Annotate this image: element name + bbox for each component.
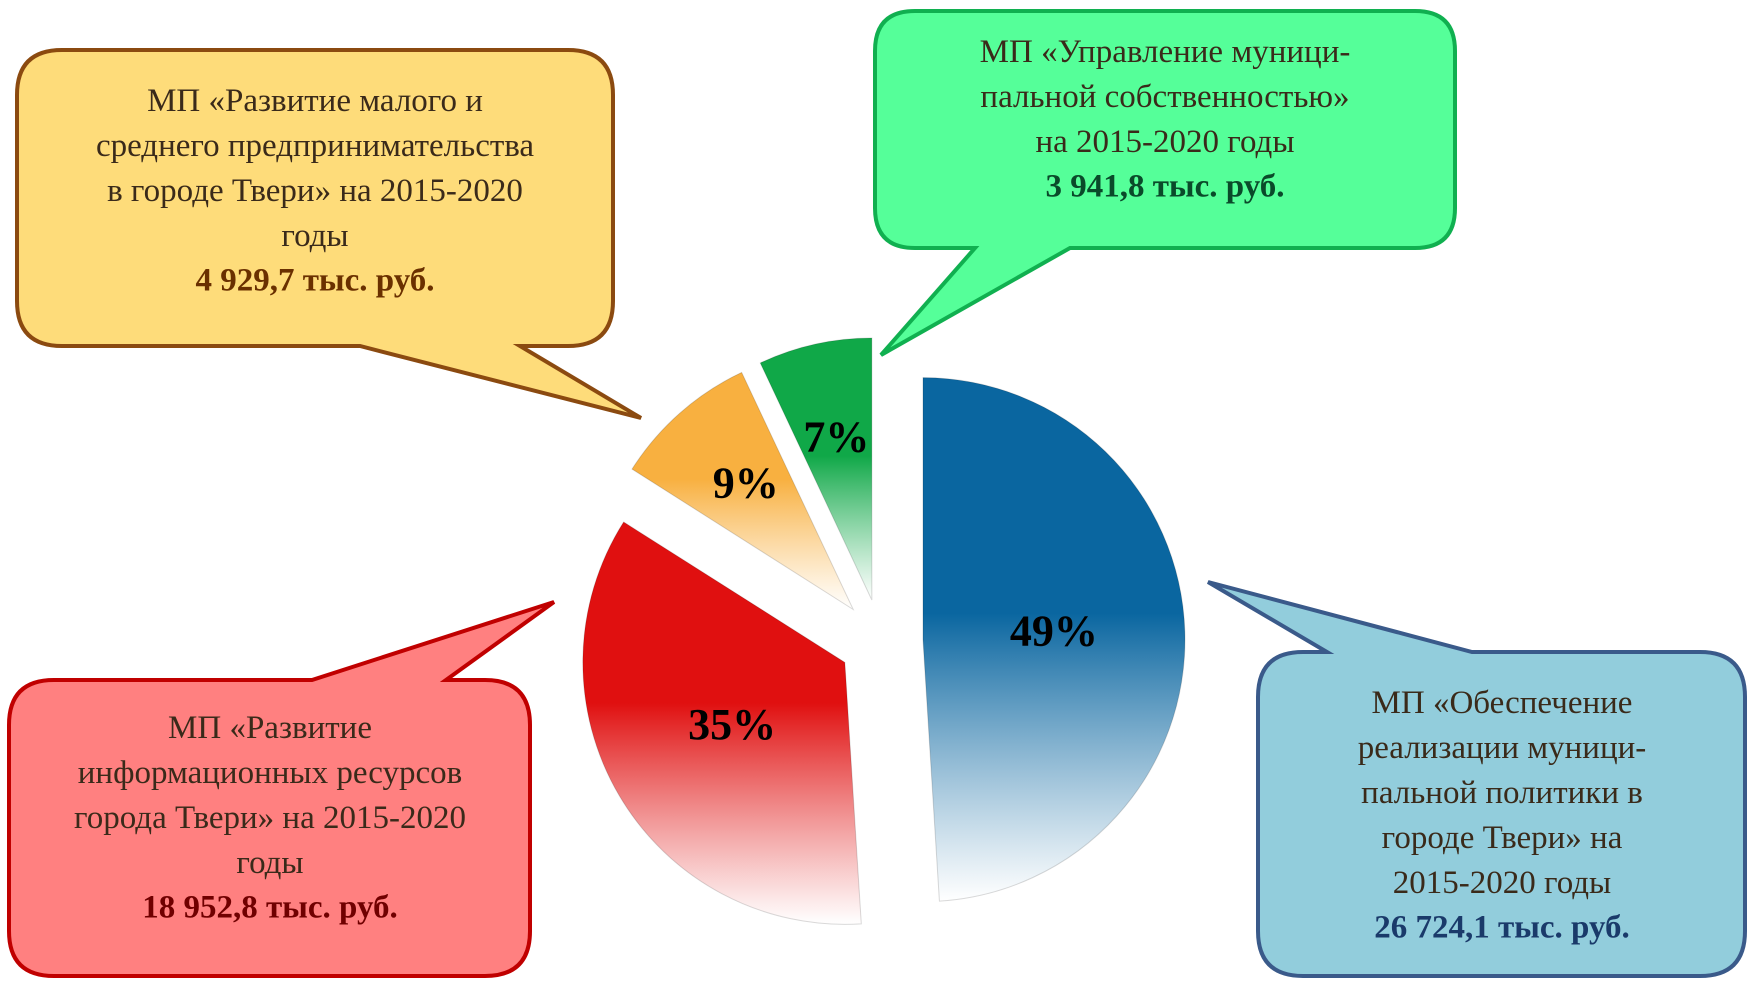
callout-label: МП «Развитие информационных ресурсов город…: [74, 710, 466, 881]
value-label: 9%: [713, 459, 779, 508]
callout-amount: 26 724,1 тыс. руб.: [1374, 910, 1630, 946]
callout-label: МП «Развитие малого и среднего предприним…: [96, 83, 534, 254]
value-label: 49%: [1010, 607, 1098, 656]
callout-amount: 4 929,7 тыс. руб.: [195, 263, 434, 299]
callout-green: [873, 9, 1457, 357]
value-label: 7%: [803, 413, 869, 462]
callout-label: МП «Обеспечение реализации муници-пальной…: [1358, 685, 1647, 901]
pie-slice: [759, 337, 873, 601]
pie-slice: [582, 521, 862, 925]
callout-red: [7, 600, 556, 978]
callout-yellow: [15, 48, 643, 420]
callout-blue: [1206, 580, 1747, 978]
pie-slice: [631, 371, 855, 611]
callout-amount: 18 952,8 тыс. руб.: [142, 890, 398, 926]
callout-amount: 3 941,8 тыс. руб.: [1045, 169, 1284, 205]
callout-label: МП «Управление муници-пальной собственно…: [980, 34, 1351, 160]
value-label: 35%: [688, 700, 776, 749]
pie-slice: [922, 377, 1186, 902]
